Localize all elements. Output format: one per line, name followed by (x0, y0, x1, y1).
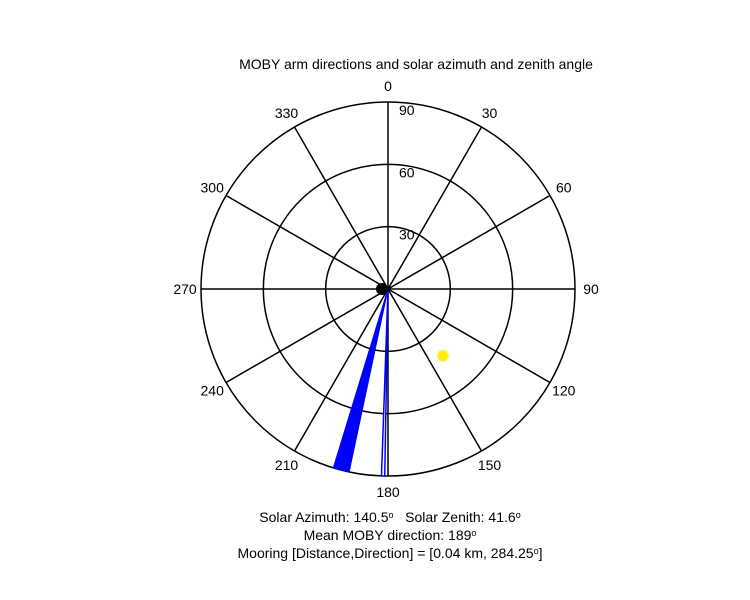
angle-tick-label: 180 (376, 484, 400, 500)
moby-arm-line (380, 288, 389, 477)
angle-tick-label: 0 (384, 78, 392, 94)
solar-azimuth-label: Solar Azimuth: 140.5 (259, 509, 389, 525)
moby-arm-wedge (332, 288, 389, 473)
angle-tick-label: 240 (201, 383, 225, 399)
angle-tick-label: 90 (583, 281, 599, 297)
angle-tick-label: 330 (275, 105, 299, 121)
moby-arm-directions (332, 288, 389, 477)
angle-tick-label: 270 (173, 281, 197, 297)
angle-tick-label: 60 (556, 180, 572, 196)
mean-moby-label: Mean MOBY direction: 189 (303, 527, 472, 543)
degree-symbol: o (471, 528, 477, 538)
mooring-line: Mooring [Distance,Direction] = [0.04 km,… (0, 545, 750, 561)
angle-tick-label: 30 (482, 105, 498, 121)
solar-angles-line: Solar Azimuth: 140.5o Solar Zenith: 41.6… (0, 509, 750, 525)
degree-symbol: o (388, 510, 394, 520)
mooring-label: Mooring [Distance,Direction] = [0.04 km,… (237, 545, 534, 561)
chart-title: MOBY arm directions and solar azimuth an… (239, 56, 593, 72)
mean-moby-line: Mean MOBY direction: 189o (0, 527, 750, 543)
mooring-close-bracket: ] (538, 545, 543, 561)
angle-tick-label: 210 (275, 457, 299, 473)
solar-zenith-label: Solar Zenith: 41.6 (405, 509, 516, 525)
radial-tick-label: 60 (399, 164, 415, 180)
angle-tick-label: 120 (552, 383, 576, 399)
angular-tick-labels: 0 30 60 90 120 150 180 210 240 270 300 330 (173, 78, 599, 500)
angle-tick-label: 300 (201, 180, 225, 196)
radial-tick-labels: 30 60 90 (399, 102, 415, 243)
degree-symbol: o (515, 510, 521, 520)
origin-marker (376, 283, 388, 295)
degree-symbol: o (533, 546, 539, 556)
angle-tick-label: 150 (478, 457, 502, 473)
sun-marker-group (436, 349, 449, 362)
radial-tick-label: 30 (399, 227, 415, 243)
radial-tick-label: 90 (399, 102, 415, 118)
sun-marker (439, 352, 447, 360)
